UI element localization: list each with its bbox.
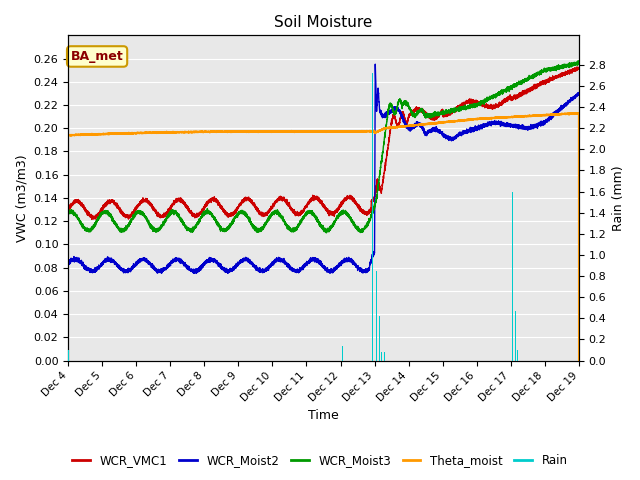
Y-axis label: Rain (mm): Rain (mm)	[612, 165, 625, 231]
Bar	[381, 352, 382, 360]
Bar	[515, 311, 516, 360]
Bar	[512, 192, 513, 360]
Legend: WCR_VMC1, WCR_Moist2, WCR_Moist3, Theta_moist, Rain: WCR_VMC1, WCR_Moist2, WCR_Moist3, Theta_…	[68, 449, 572, 472]
Bar	[372, 73, 373, 360]
Bar	[68, 350, 69, 360]
Bar	[376, 271, 377, 360]
X-axis label: Time: Time	[308, 409, 339, 422]
Bar	[517, 350, 518, 360]
Y-axis label: VWC (m3/m3): VWC (m3/m3)	[15, 154, 28, 242]
Title: Soil Moisture: Soil Moisture	[275, 15, 372, 30]
Text: BA_met: BA_met	[70, 50, 124, 63]
